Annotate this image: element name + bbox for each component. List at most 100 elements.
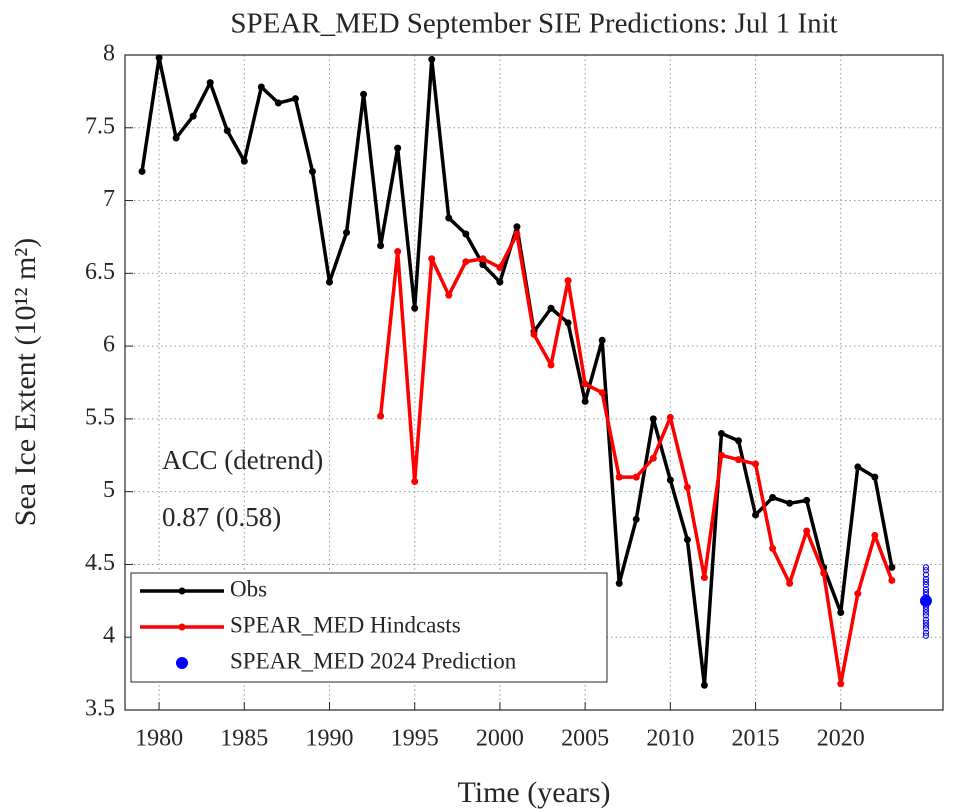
data-point <box>155 54 163 62</box>
data-point <box>479 261 487 269</box>
data-point <box>394 248 402 255</box>
data-point <box>632 473 640 481</box>
legend-label: SPEAR_MED Hindcasts <box>230 612 461 637</box>
data-point <box>786 579 794 587</box>
member-point <box>922 622 930 629</box>
data-point <box>394 144 402 152</box>
member-point <box>922 578 930 586</box>
data-point <box>735 456 742 464</box>
data-point <box>786 499 794 507</box>
data-point <box>752 460 760 468</box>
x-tick-label: 1980 <box>135 726 183 752</box>
member-point <box>922 619 930 626</box>
data-point <box>769 493 777 501</box>
y-tick-label: 7 <box>103 186 115 212</box>
data-point <box>189 112 197 120</box>
legend-marker <box>176 657 188 669</box>
data-point <box>479 255 487 263</box>
data-point <box>138 167 146 175</box>
data-point <box>428 255 436 263</box>
data-point <box>854 463 862 471</box>
legend-marker <box>178 587 186 595</box>
y-tick-label: 7.5 <box>85 113 115 139</box>
data-point <box>871 531 879 539</box>
member-point <box>922 625 930 632</box>
data-point <box>274 99 282 107</box>
data-point <box>445 291 453 299</box>
data-point <box>683 536 691 544</box>
legend: Obs SPEAR_MED Hindcasts SPEAR_MED 2024 Pre… <box>130 572 608 683</box>
x-axis-label: Time (years) <box>457 776 610 809</box>
data-point <box>615 579 623 587</box>
data-point <box>172 134 180 142</box>
member-point <box>922 575 930 583</box>
member-point <box>922 586 930 593</box>
data-point <box>803 496 811 504</box>
y-tick-label: 6 <box>103 332 115 358</box>
data-point <box>598 336 606 344</box>
x-tick-label: 2020 <box>817 726 865 752</box>
member-point <box>922 606 930 613</box>
annotation: 0.87 (0.58) <box>162 502 281 532</box>
member-point <box>922 612 930 619</box>
data-point <box>581 397 589 405</box>
data-point <box>717 451 725 459</box>
data-point <box>343 229 351 237</box>
x-tick-label: 1990 <box>306 726 354 752</box>
data-point <box>615 473 623 481</box>
data-point <box>547 304 555 312</box>
data-point <box>888 576 896 584</box>
y-axis-label: Sea Ice Extent (10¹² m²) <box>9 238 42 527</box>
data-point <box>769 544 777 552</box>
y-tick-label: 4 <box>103 623 115 649</box>
data-point <box>513 223 521 231</box>
data-point <box>735 437 742 445</box>
member-point <box>922 616 930 623</box>
data-point <box>530 330 538 338</box>
data-point <box>308 167 316 175</box>
member-point <box>922 629 930 636</box>
plot-frame <box>124 54 944 711</box>
data-point <box>428 55 436 63</box>
x-tick-label: 2005 <box>561 726 609 752</box>
data-point <box>632 515 640 523</box>
y-tick-label: 3.5 <box>85 696 115 722</box>
data-point <box>291 95 299 103</box>
x-tick-label: 1995 <box>391 726 439 752</box>
x-tick-label: 2015 <box>732 726 780 752</box>
data-point <box>377 412 385 420</box>
data-point <box>445 214 453 222</box>
member-point <box>922 589 930 596</box>
legend-label: Obs <box>230 576 267 601</box>
data-point <box>649 454 657 462</box>
y-tick-label: 4.5 <box>85 550 115 576</box>
data-point <box>837 680 845 688</box>
data-point <box>666 476 674 484</box>
data-point <box>752 511 760 519</box>
data-point <box>206 79 214 87</box>
data-point <box>598 389 606 397</box>
member-point <box>922 609 930 616</box>
y-tick-label: 5 <box>103 477 115 503</box>
data-point <box>564 277 572 285</box>
data-point <box>360 90 368 98</box>
prediction-point <box>919 594 932 607</box>
member-point <box>922 564 930 571</box>
annotation: ACC (detrend) <box>162 445 323 475</box>
data-point <box>854 590 862 598</box>
y-tick-label: 6.5 <box>85 259 115 285</box>
x-tick-label: 2000 <box>476 726 524 752</box>
data-point <box>411 477 419 485</box>
data-point <box>717 429 725 437</box>
data-point <box>496 278 504 286</box>
data-point <box>837 608 845 616</box>
data-point <box>223 127 231 135</box>
data-point <box>496 264 504 272</box>
member-point <box>922 632 930 639</box>
data-point <box>326 278 333 286</box>
data-point <box>257 83 265 91</box>
data-point <box>513 230 521 238</box>
x-tick-label: 1985 <box>220 726 268 752</box>
data-point <box>871 473 879 481</box>
